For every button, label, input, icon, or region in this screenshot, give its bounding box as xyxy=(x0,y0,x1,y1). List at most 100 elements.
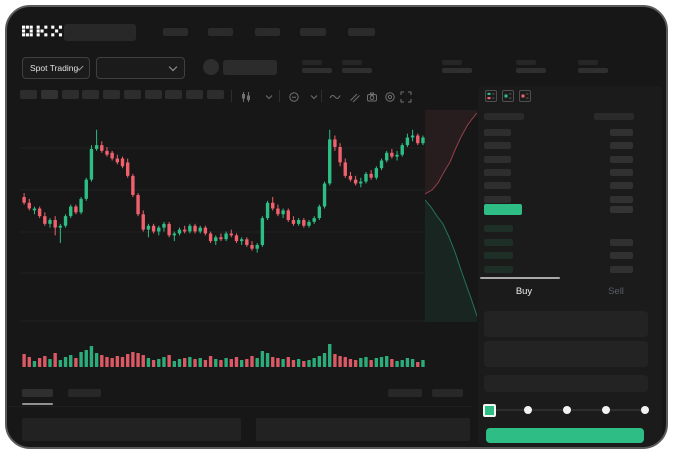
order-book-row[interactable] xyxy=(478,126,662,139)
order-book-row[interactable] xyxy=(478,222,662,235)
order-book-amount-bar-skeleton xyxy=(610,265,633,273)
total-input-skeleton[interactable] xyxy=(484,375,648,392)
order-book-price-skeleton xyxy=(484,265,513,273)
slider-stop[interactable] xyxy=(524,406,532,414)
timeframe-button-skeleton[interactable] xyxy=(41,90,58,99)
bottom-divider xyxy=(8,406,472,407)
amount-input-skeleton[interactable] xyxy=(484,341,648,367)
order-history-panel-skeleton xyxy=(256,418,470,441)
order-book-price-skeleton xyxy=(484,129,511,136)
slider-handle[interactable] xyxy=(483,404,496,417)
candlestick-chart[interactable] xyxy=(20,110,425,372)
order-book-view-bids-icon[interactable] xyxy=(502,90,514,102)
order-book-amount-bar-skeleton xyxy=(610,155,633,163)
order-book-price-skeleton xyxy=(484,182,511,190)
panel-scroll-indicator[interactable] xyxy=(480,277,560,279)
order-book-price-header-skeleton xyxy=(484,113,524,120)
okx-logo[interactable] xyxy=(22,25,62,37)
order-book-price-skeleton xyxy=(484,252,513,259)
buy-submit-button[interactable] xyxy=(486,428,644,443)
order-book-amount-bar-skeleton xyxy=(610,129,633,136)
ticker-stat-label-skeleton xyxy=(442,60,462,65)
timeframe-button-skeleton[interactable] xyxy=(165,90,182,99)
order-book-asks xyxy=(478,126,662,206)
chart-type-candles-icon[interactable] xyxy=(240,91,252,103)
toolbar-separator xyxy=(231,90,232,102)
active-tab-underline xyxy=(22,403,53,405)
nav-item-skeleton[interactable] xyxy=(300,28,326,36)
tab-buy[interactable]: Buy xyxy=(515,286,533,297)
toolbar-separator xyxy=(321,90,322,102)
chevron-down-icon[interactable] xyxy=(308,91,320,103)
amount-slider[interactable] xyxy=(483,404,650,417)
app-window: Spot Trading xyxy=(5,5,668,449)
timeframe-button-skeleton[interactable] xyxy=(207,90,224,99)
order-book-row[interactable] xyxy=(478,179,662,192)
ticker-stat-label-skeleton xyxy=(302,60,322,65)
order-book-amount-header-skeleton xyxy=(594,113,634,120)
timeframe-button-skeleton[interactable] xyxy=(20,90,37,99)
order-book-amount-bar-skeleton xyxy=(610,168,633,176)
indicators-icon[interactable] xyxy=(288,91,300,103)
timeframe-button-skeleton[interactable] xyxy=(82,90,99,99)
toolbar-separator xyxy=(279,90,280,102)
trade-side-tabs: Buy Sell xyxy=(478,284,662,300)
line-drawing-icon[interactable] xyxy=(329,91,341,103)
timeframe-button-skeleton[interactable] xyxy=(145,90,162,99)
slider-stop[interactable] xyxy=(602,406,610,414)
pair-icon xyxy=(203,59,219,75)
order-book-row[interactable] xyxy=(478,263,662,276)
timeframe-button-skeleton[interactable] xyxy=(62,90,79,99)
nav-item-skeleton[interactable] xyxy=(255,28,280,36)
ticker-stat-value-skeleton xyxy=(516,68,546,73)
order-book-row[interactable] xyxy=(478,139,662,152)
price-input-skeleton[interactable] xyxy=(484,311,648,337)
order-book-view-asks-icon[interactable] xyxy=(519,90,531,102)
order-book-view-both-icon[interactable] xyxy=(485,90,497,102)
settings-icon[interactable] xyxy=(384,91,396,103)
ticker-stat-label-skeleton xyxy=(516,60,536,65)
order-book-amount-bar-skeleton xyxy=(610,182,633,190)
bottom-tab-skeleton[interactable] xyxy=(22,389,53,397)
slider-stop[interactable] xyxy=(641,406,649,414)
order-book-row[interactable] xyxy=(478,166,662,179)
order-book-price-skeleton xyxy=(484,225,513,232)
order-book-amount-bar-skeleton xyxy=(610,206,633,213)
ticker-stat-label-skeleton xyxy=(578,60,598,65)
order-book-row[interactable] xyxy=(478,249,662,262)
timeframe-button-skeleton[interactable] xyxy=(186,90,203,99)
ticker-stat-value-skeleton xyxy=(442,68,472,73)
order-book-row[interactable] xyxy=(478,153,662,166)
open-orders-panel-skeleton xyxy=(22,418,241,441)
order-book-price-skeleton xyxy=(484,168,511,176)
chevron-down-icon[interactable] xyxy=(263,91,275,103)
last-price-row[interactable] xyxy=(478,204,662,217)
slider-stop[interactable] xyxy=(563,406,571,414)
timeframe-button-skeleton[interactable] xyxy=(124,90,141,99)
bottom-action-skeleton[interactable] xyxy=(432,389,463,397)
order-book-amount-bar-skeleton xyxy=(610,142,633,150)
order-book-amount-bar-skeleton xyxy=(610,238,633,246)
draw-tools-icon[interactable] xyxy=(348,91,360,103)
depth-chart[interactable] xyxy=(425,110,477,322)
ticker-stat-label-skeleton xyxy=(342,60,362,65)
order-book-bids xyxy=(478,222,662,280)
order-book-price-skeleton xyxy=(484,238,513,246)
market-type-selector[interactable]: Spot Trading xyxy=(22,57,90,79)
order-book-row[interactable] xyxy=(478,193,662,206)
tab-sell[interactable]: Sell xyxy=(608,286,624,297)
search-bar-skeleton[interactable] xyxy=(64,24,136,41)
timeframe-button-skeleton[interactable] xyxy=(103,90,120,99)
market-type-label: Spot Trading xyxy=(30,63,79,73)
order-book-panel: Buy Sell xyxy=(478,86,662,446)
ticker-stat-value-skeleton xyxy=(302,68,332,73)
nav-item-skeleton[interactable] xyxy=(163,28,188,36)
camera-snapshot-icon[interactable] xyxy=(366,91,378,103)
nav-item-skeleton[interactable] xyxy=(208,28,233,36)
fullscreen-icon[interactable] xyxy=(400,91,412,103)
bottom-action-skeleton[interactable] xyxy=(388,389,422,397)
order-book-row[interactable] xyxy=(478,236,662,249)
bottom-tab-skeleton[interactable] xyxy=(68,389,101,397)
pair-selector[interactable] xyxy=(96,57,185,79)
nav-item-skeleton[interactable] xyxy=(348,28,375,36)
